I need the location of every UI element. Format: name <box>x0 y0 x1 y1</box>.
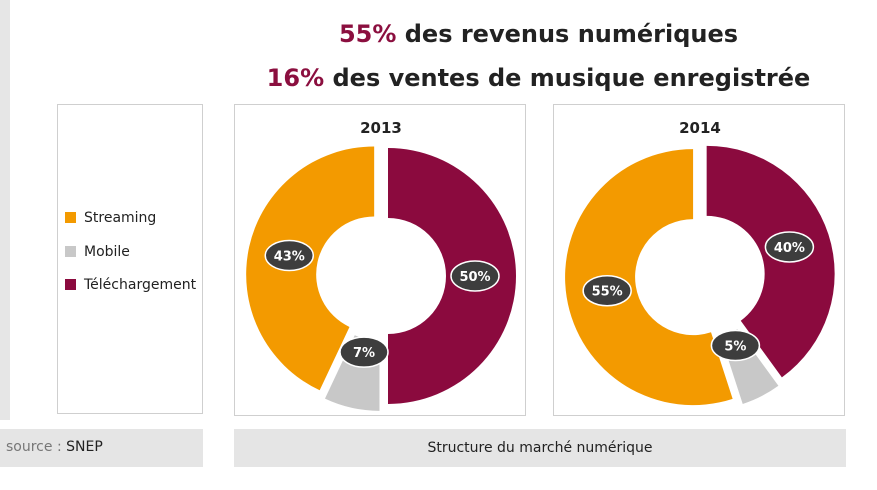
left-strip <box>0 0 10 420</box>
svg-text:7%: 7% <box>353 346 375 361</box>
svg-text:40%: 40% <box>774 241 805 256</box>
source-bar: source : SNEP <box>0 429 203 467</box>
data-label-streaming-2013: 43% <box>264 239 315 272</box>
donut-chart-2013: 2013 50% 7% 43% <box>234 104 526 416</box>
legend-swatch-streaming <box>65 212 76 223</box>
chart-legend: Streaming Mobile Téléchargement <box>57 104 203 414</box>
legend-item-mobile: Mobile <box>65 244 130 260</box>
source-label: source : <box>6 439 62 455</box>
chart-title-2014: 2014 <box>679 119 721 137</box>
svg-text:50%: 50% <box>459 270 490 285</box>
footer-caption: Structure du marché numérique <box>234 429 846 467</box>
legend-label-mobile: Mobile <box>84 244 130 260</box>
slice-streaming-2014 <box>565 149 733 406</box>
legend-label-telechargement: Téléchargement <box>84 277 197 293</box>
source-value: SNEP <box>66 439 103 455</box>
svg-text:55%: 55% <box>592 285 623 300</box>
legend-swatch-telechargement <box>65 279 76 290</box>
donut-svg-2013: 2013 50% 7% 43% <box>246 119 516 411</box>
data-label-mobile-2013: 7% <box>339 336 389 368</box>
data-label-telechargement-2014: 40% <box>764 231 815 263</box>
legend-swatch-mobile <box>65 246 76 257</box>
data-label-telechargement-2013: 50% <box>450 260 500 292</box>
donut-svg-2014: 2014 40% 5% 55% <box>565 119 835 406</box>
headline-sales-pct: 16% <box>266 64 325 92</box>
slice-streaming-2013 <box>246 146 375 391</box>
legend-label-streaming: Streaming <box>84 210 157 226</box>
headline-revenue-pct: 55% <box>338 20 397 48</box>
donut-chart-2014: 2014 40% 5% 55% <box>553 104 845 416</box>
legend-item-streaming: Streaming <box>65 210 156 226</box>
headline-revenue-text: des revenus numériques <box>396 20 739 48</box>
headline-sales: 16% des ventes de musique enregistrée <box>200 64 877 92</box>
data-label-mobile-2014: 5% <box>710 329 761 362</box>
data-label-streaming-2014: 55% <box>582 274 632 307</box>
svg-text:43%: 43% <box>274 249 305 264</box>
chart-title-2013: 2013 <box>360 119 402 137</box>
headline-revenue: 55% des revenus numériques <box>200 20 877 48</box>
svg-text:5%: 5% <box>724 339 746 354</box>
headline-sales-text: des ventes de musique enregistrée <box>324 64 811 92</box>
slice-telechargement-2014 <box>706 145 835 378</box>
legend-item-telechargement: Téléchargement <box>65 277 196 293</box>
